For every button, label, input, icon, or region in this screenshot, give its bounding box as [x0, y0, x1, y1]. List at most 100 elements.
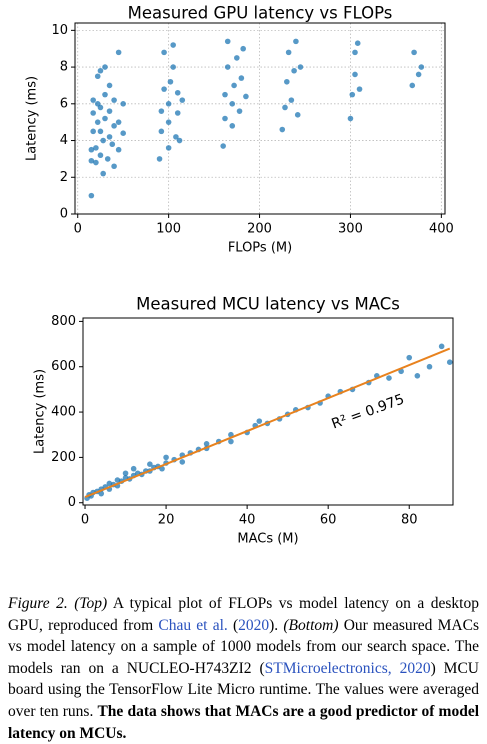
- y-axis-label: Latency (ms): [33, 369, 48, 454]
- point: [97, 152, 104, 159]
- annotation: R² = 0.975: [330, 391, 407, 432]
- point: [349, 91, 356, 98]
- point: [115, 119, 122, 125]
- caption-plain: ) MCU board using the TensorFlow Lite Mi…: [8, 659, 479, 720]
- point: [352, 49, 358, 56]
- caption-plain: A typical plot of FLOPs vs model latency…: [8, 595, 479, 634]
- point: [426, 363, 433, 370]
- point: [285, 49, 292, 56]
- caption-plain: (: [227, 616, 239, 634]
- point: [90, 110, 96, 116]
- x-axis-label: MACs (M): [237, 532, 298, 547]
- point: [102, 115, 108, 122]
- point: [224, 64, 231, 70]
- y-tick-label: 800: [51, 314, 76, 329]
- point: [386, 375, 392, 381]
- point: [102, 91, 108, 98]
- point: [130, 465, 137, 472]
- point: [120, 101, 126, 107]
- caption-italic: (Bottom): [283, 616, 339, 634]
- point: [94, 119, 101, 125]
- caption-plain: Our measured MACs vs model latency on a …: [8, 616, 479, 677]
- point: [354, 40, 361, 47]
- point: [238, 75, 245, 81]
- x-tick-label: 400: [429, 222, 454, 237]
- point: [104, 156, 111, 162]
- x-tick-label: 0: [74, 222, 82, 237]
- y-tick-label: 6: [60, 96, 68, 111]
- point: [161, 49, 167, 56]
- y-tick-label: 0: [68, 495, 76, 510]
- caption-link[interactable]: STMicroelectronics, 2020: [264, 659, 431, 677]
- point: [174, 89, 181, 96]
- x-tick-label: 40: [239, 513, 256, 528]
- point: [222, 115, 228, 122]
- point: [179, 459, 186, 465]
- point: [100, 137, 106, 144]
- point: [231, 82, 237, 89]
- point: [438, 343, 445, 350]
- point: [203, 441, 210, 447]
- point: [158, 128, 165, 135]
- point: [93, 145, 99, 151]
- caption: Figure 2. (Top) A typical plot of FLOPs …: [8, 593, 479, 744]
- point: [288, 97, 295, 103]
- point: [109, 141, 116, 148]
- x-tick-label: 60: [320, 513, 337, 528]
- point: [88, 146, 95, 153]
- y-tick-label: 8: [60, 60, 68, 75]
- chart-title: Measured MCU latency vs MACs: [136, 295, 400, 314]
- point: [179, 97, 186, 103]
- point: [356, 86, 363, 92]
- point: [165, 145, 172, 151]
- point: [236, 108, 243, 114]
- x-tick-label: 300: [338, 222, 363, 237]
- x-tick-label: 200: [247, 222, 272, 237]
- caption-link[interactable]: 2020: [238, 616, 270, 634]
- axes-frame: [82, 317, 454, 506]
- point: [284, 78, 290, 85]
- point: [297, 64, 304, 70]
- caption-link[interactable]: Chau et al.: [158, 616, 228, 634]
- point: [414, 373, 421, 379]
- point: [158, 108, 165, 114]
- point: [165, 101, 172, 107]
- point: [234, 55, 240, 61]
- point: [156, 156, 163, 162]
- caption-italic: Figure 2.: [8, 595, 68, 612]
- point: [240, 45, 246, 52]
- point: [229, 101, 236, 107]
- fit-line: [84, 347, 451, 498]
- point: [102, 64, 108, 70]
- point: [147, 461, 153, 468]
- point: [90, 128, 96, 135]
- point: [88, 157, 95, 164]
- point: [90, 97, 96, 103]
- point: [406, 354, 413, 361]
- axes-frame: [74, 22, 446, 215]
- chart-title: Measured GPU latency vs FLOPs: [128, 4, 393, 23]
- point: [93, 159, 99, 166]
- point: [446, 359, 453, 366]
- point: [111, 97, 117, 103]
- point: [415, 71, 422, 78]
- point: [97, 104, 104, 111]
- y-tick-label: 4: [60, 133, 68, 148]
- point: [161, 86, 167, 92]
- point: [293, 38, 299, 45]
- point: [115, 146, 122, 153]
- x-tick-label: 20: [158, 513, 175, 528]
- point: [224, 38, 231, 45]
- y-tick-label: 400: [51, 405, 76, 420]
- point: [111, 163, 117, 170]
- point: [173, 134, 179, 140]
- point: [294, 112, 301, 118]
- point: [418, 64, 425, 70]
- point: [256, 418, 263, 424]
- point: [229, 123, 236, 129]
- point: [111, 123, 117, 129]
- point: [170, 64, 176, 70]
- point: [220, 143, 226, 149]
- y-tick-label: 200: [51, 450, 76, 465]
